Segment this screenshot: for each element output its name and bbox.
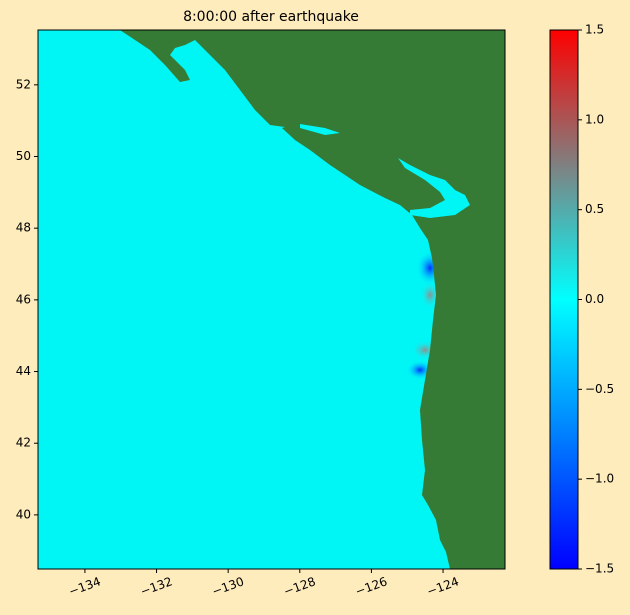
- y-tick-label: 48: [16, 221, 31, 235]
- inlet: [300, 124, 340, 135]
- colorbar-tick-label: 1.0: [585, 112, 604, 126]
- y-tick-label: 52: [16, 77, 31, 91]
- wave-crest: [420, 281, 440, 309]
- y-tick-label: 44: [16, 364, 31, 378]
- colorbar: [549, 29, 579, 570]
- colorbar-tick-label: 0.0: [585, 292, 604, 306]
- y-tick-label: 40: [16, 507, 31, 521]
- x-tick-label: −130: [210, 574, 246, 598]
- y-tick-label: 42: [16, 436, 31, 450]
- x-tick-label: −126: [353, 574, 389, 598]
- colorbar-tick-label: −1.0: [585, 472, 614, 486]
- strait: [398, 158, 470, 218]
- x-tick-label: −134: [67, 574, 103, 598]
- x-tick-label: −124: [425, 574, 461, 598]
- colorbar-tick-label: −1.5: [585, 562, 614, 576]
- map-area: [38, 30, 505, 569]
- colorbar-tick-label: −0.5: [585, 382, 614, 396]
- colorbar-tick-label: 0.5: [585, 202, 604, 216]
- colorbar-tick-label: 1.5: [585, 23, 604, 37]
- y-tick-label: 50: [16, 149, 31, 163]
- y-tick-label: 46: [16, 292, 31, 306]
- x-tick-label: −128: [282, 574, 318, 598]
- x-tick-label: −132: [138, 574, 174, 598]
- chart-title: 8:00:00 after earthquake: [183, 9, 359, 25]
